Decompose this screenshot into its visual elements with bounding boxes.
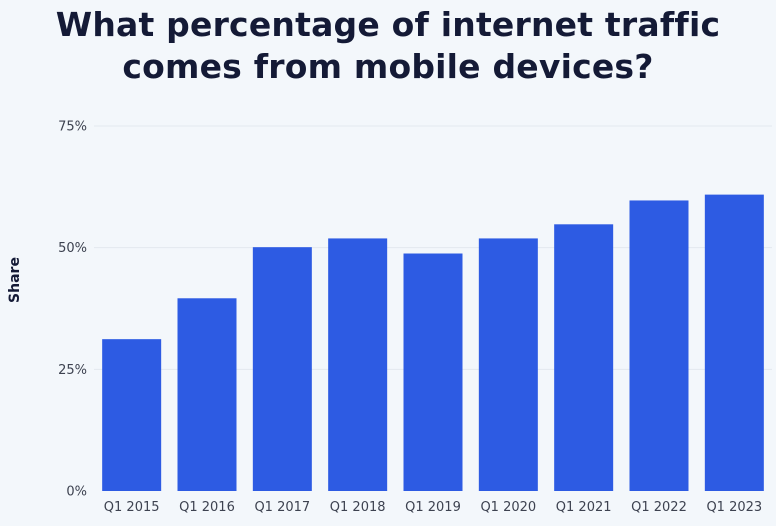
y-tick-label: 75% (58, 120, 87, 135)
x-tick-label: Q1 2016 (179, 500, 235, 515)
bar (704, 194, 764, 491)
y-tick-label: 50% (58, 241, 87, 256)
chart-title: What percentage of internet traffic come… (0, 4, 776, 88)
x-tick-label: Q1 2017 (254, 500, 310, 515)
x-tick-label: Q1 2015 (104, 500, 160, 515)
chart-title-line-2: comes from mobile devices? (122, 47, 654, 86)
bar (554, 224, 614, 491)
x-tick-label: Q1 2022 (631, 500, 687, 515)
y-tick-label: 0% (66, 485, 87, 500)
bar (629, 200, 689, 491)
bar (403, 253, 463, 491)
x-tick-label: Q1 2019 (405, 500, 461, 515)
x-tick-label: Q1 2018 (330, 500, 386, 515)
bar (102, 339, 162, 491)
bar (177, 298, 237, 491)
y-tick-label: 25% (58, 363, 87, 378)
bar (328, 238, 388, 491)
x-tick-label: Q1 2023 (706, 500, 762, 515)
x-tick-label: Q1 2020 (480, 500, 536, 515)
bar (252, 247, 312, 491)
chart-title-line-1: What percentage of internet traffic (55, 5, 721, 44)
bar (478, 238, 538, 491)
x-tick-label: Q1 2021 (556, 500, 612, 515)
